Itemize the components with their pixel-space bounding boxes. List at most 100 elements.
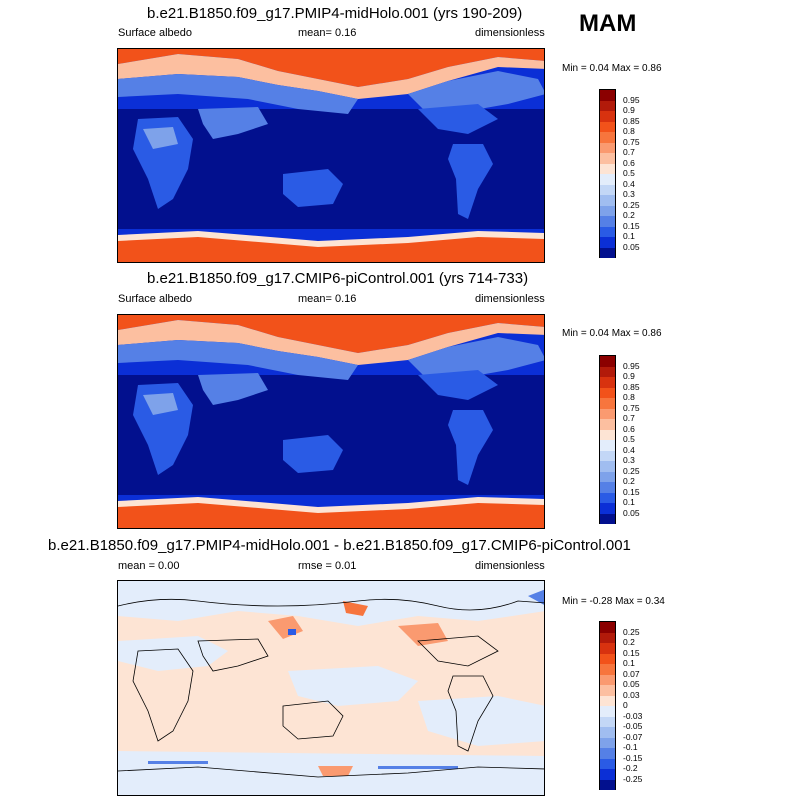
panel-1-minmax: Min = 0.04 Max = 0.86 <box>562 63 662 74</box>
panel-1-title: b.e21.B1850.f09_g17.PMIP4-midHolo.001 (y… <box>147 5 523 22</box>
colorbar-label: 0.07 <box>623 669 640 679</box>
panel-2-minmax: Min = 0.04 Max = 0.86 <box>562 328 662 339</box>
panel-3-colorbar-swatch <box>600 632 615 643</box>
panel-1-variable: Surface albedo <box>118 27 192 39</box>
panel-2-title: b.e21.B1850.f09_g17.CMIP6-piControl.001 … <box>147 270 529 287</box>
panel-2-colorbar-swatch <box>600 450 615 461</box>
panel-3-colorbar <box>599 621 616 790</box>
colorbar-label: 0.5 <box>623 168 635 178</box>
panel-3-colorbar-swatch <box>600 769 615 780</box>
colorbar-label: 0.1 <box>623 231 635 241</box>
panel-2-colorbar-swatch <box>600 429 615 440</box>
colorbar-label: 0.5 <box>623 434 635 444</box>
panel-2-colorbar-swatch <box>600 482 615 493</box>
colorbar-label: 0.05 <box>623 508 640 518</box>
panel-3-colorbar-swatch <box>600 622 615 633</box>
colorbar-label: 0.2 <box>623 476 635 486</box>
panel-2-colorbar-swatch <box>600 503 615 514</box>
panel-1-colorbar-swatch <box>600 216 615 227</box>
panel-1-colorbar-swatch <box>600 132 615 143</box>
colorbar-label: 0.15 <box>623 487 640 497</box>
colorbar-label: 0.4 <box>623 179 635 189</box>
panel-3-units: dimensionless <box>475 560 545 572</box>
panel-1-colorbar <box>599 89 616 258</box>
colorbar-label: 0.85 <box>623 382 640 392</box>
colorbar-label: 0.95 <box>623 95 640 105</box>
colorbar-label: 0.1 <box>623 497 635 507</box>
panel-1-colorbar-swatch <box>600 195 615 206</box>
colorbar-label: 0.7 <box>623 413 635 423</box>
season-label: MAM <box>579 10 637 37</box>
colorbar-label: 0.8 <box>623 392 635 402</box>
panel-1-colorbar-swatch <box>600 174 615 185</box>
colorbar-label: 0.2 <box>623 637 635 647</box>
panel-3-colorbar-swatch <box>600 695 615 706</box>
panel-2-colorbar-swatch <box>600 356 615 367</box>
colorbar-label: 0.7 <box>623 147 635 157</box>
colorbar-label: -0.03 <box>623 711 643 721</box>
panel-1-map <box>117 48 545 263</box>
panel-2-colorbar-swatch <box>600 408 615 419</box>
panel-2-colorbar-swatch <box>600 471 615 482</box>
colorbar-label: -0.15 <box>623 753 643 763</box>
panel-3-colorbar-swatch <box>600 748 615 759</box>
panel-1-colorbar-swatch <box>600 153 615 164</box>
colorbar-label: 0.15 <box>623 648 640 658</box>
colorbar-label: 0.6 <box>623 158 635 168</box>
panel-2-colorbar-swatch <box>600 366 615 377</box>
panel-1-colorbar-swatch <box>600 142 615 153</box>
panel-3-colorbar-swatch <box>600 727 615 738</box>
colorbar-label: 0.25 <box>623 627 640 637</box>
colorbar-label: 0.8 <box>623 126 635 136</box>
panel-2-colorbar-swatch <box>600 398 615 409</box>
panel-2-colorbar-swatch <box>600 461 615 472</box>
colorbar-label: 0.05 <box>623 679 640 689</box>
panel-3-colorbar-swatch <box>600 653 615 664</box>
colorbar-label: 0.25 <box>623 466 640 476</box>
colorbar-label: 0.1 <box>623 658 635 668</box>
panel-1-colorbar-swatch <box>600 90 615 101</box>
colorbar-label: 0.95 <box>623 361 640 371</box>
panel-1-colorbar-swatch <box>600 163 615 174</box>
colorbar-label: 0.9 <box>623 371 635 381</box>
panel-1-colorbar-swatch <box>600 226 615 237</box>
panel-3-colorbar-swatch <box>600 685 615 696</box>
panel-3-colorbar-swatch <box>600 664 615 675</box>
panel-3-colorbar-swatch <box>600 706 615 717</box>
panel-2-colorbar-swatch <box>600 387 615 398</box>
colorbar-label: 0.3 <box>623 189 635 199</box>
panel-3-colorbar-swatch <box>600 779 615 790</box>
panel-2-colorbar-swatch <box>600 419 615 430</box>
colorbar-label: -0.07 <box>623 732 643 742</box>
panel-3-title: b.e21.B1850.f09_g17.PMIP4-midHolo.001 - … <box>48 537 631 554</box>
colorbar-label: 0.05 <box>623 242 640 252</box>
colorbar-label: 0.75 <box>623 403 640 413</box>
panel-1-colorbar-swatch <box>600 205 615 216</box>
colorbar-label: 0.4 <box>623 445 635 455</box>
colorbar-label: 0.85 <box>623 116 640 126</box>
colorbar-label: -0.25 <box>623 774 643 784</box>
panel-2-colorbar-swatch <box>600 377 615 388</box>
panel-3-mean: mean = 0.00 <box>118 560 180 572</box>
panel-1-colorbar-swatch <box>600 184 615 195</box>
colorbar-label: -0.05 <box>623 721 643 731</box>
panel-1-colorbar-swatch <box>600 247 615 258</box>
colorbar-label: 0.2 <box>623 210 635 220</box>
panel-3-rmse: rmse = 0.01 <box>298 560 357 572</box>
panel-1-mean: mean= 0.16 <box>298 27 357 39</box>
panel-2-map <box>117 314 545 529</box>
panel-3-colorbar-swatch <box>600 737 615 748</box>
panel-2-colorbar-swatch <box>600 492 615 503</box>
albedo-map-1 <box>118 49 544 262</box>
panel-3-map <box>117 580 545 796</box>
panel-2-colorbar-swatch <box>600 513 615 524</box>
panel-1-units: dimensionless <box>475 27 545 39</box>
colorbar-label: 0.03 <box>623 690 640 700</box>
colorbar-label: -0.2 <box>623 763 638 773</box>
panel-3-colorbar-swatch <box>600 758 615 769</box>
colorbar-label: 0.25 <box>623 200 640 210</box>
panel-1-colorbar-swatch <box>600 111 615 122</box>
panel-3-colorbar-swatch <box>600 716 615 727</box>
panel-3-colorbar-swatch <box>600 674 615 685</box>
colorbar-label: 0 <box>623 700 628 710</box>
